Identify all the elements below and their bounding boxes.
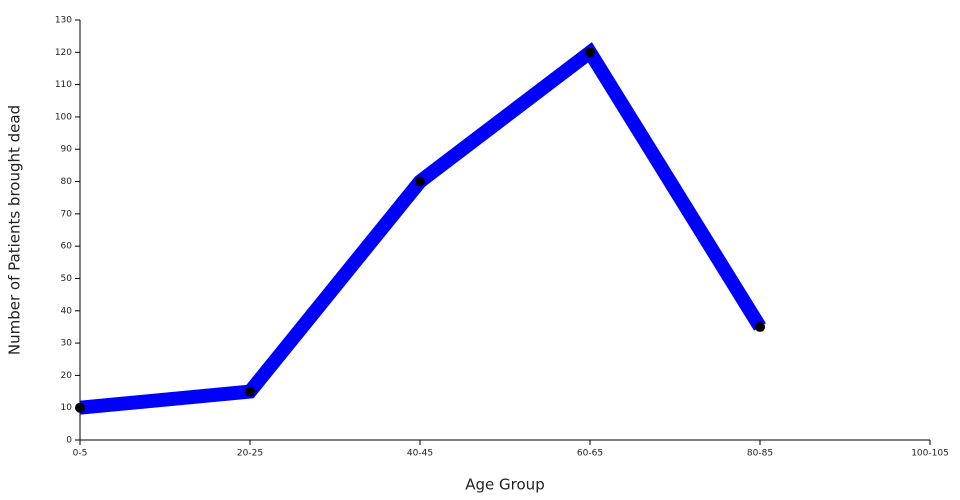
marker bbox=[755, 321, 765, 332]
x-tick-label: 20-25 bbox=[237, 449, 263, 459]
x-tick-label: 100-105 bbox=[911, 449, 949, 459]
y-tick-label: 70 bbox=[61, 209, 73, 219]
y-tick-label: 10 bbox=[61, 403, 73, 413]
x-tick-label: 80-85 bbox=[747, 449, 773, 459]
x-tick-label: 0-5 bbox=[73, 449, 88, 459]
y-tick-label: 120 bbox=[55, 48, 72, 58]
y-tick-label: 100 bbox=[55, 112, 72, 122]
y-tick-label: 130 bbox=[55, 16, 72, 26]
marker bbox=[415, 176, 425, 187]
y-tick-label: 0 bbox=[66, 436, 72, 446]
x-axis-title: Age Group bbox=[465, 476, 544, 494]
x-tick-label: 40-45 bbox=[407, 449, 433, 459]
line bbox=[79, 42, 766, 415]
y-tick-label: 40 bbox=[61, 306, 73, 316]
y-tick-label: 80 bbox=[61, 177, 73, 187]
y-tick-label: 110 bbox=[55, 80, 72, 90]
y-tick-label: 90 bbox=[61, 145, 73, 155]
marker bbox=[585, 47, 595, 58]
y-tick-label: 50 bbox=[61, 274, 73, 284]
marker bbox=[75, 402, 85, 413]
marker bbox=[245, 386, 255, 397]
y-tick-label: 30 bbox=[61, 339, 73, 349]
y-axis-title: Number of Patients brought dead bbox=[6, 105, 24, 355]
y-tick-label: 60 bbox=[61, 242, 73, 252]
x-tick-label: 60-65 bbox=[577, 449, 603, 459]
y-tick-label: 20 bbox=[61, 371, 73, 381]
